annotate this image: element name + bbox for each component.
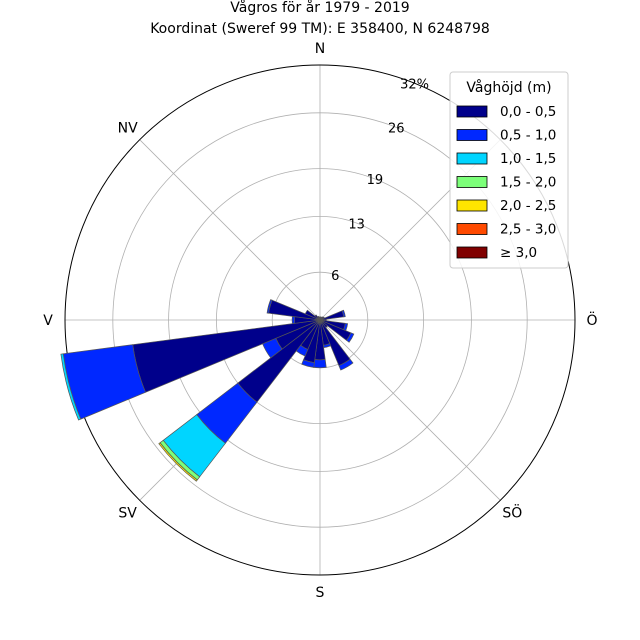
legend-title: Våghöjd (m): [466, 79, 551, 96]
legend-swatch-4: [456, 199, 488, 212]
direction-label-0: N: [315, 41, 325, 57]
legend-swatch-1: [456, 129, 488, 141]
chart-subtitle: Koordinat (Sweref 99 TM): E 358400, N 62…: [150, 21, 490, 37]
legend-swatch-3: [456, 176, 488, 188]
direction-label-3: V: [43, 313, 53, 329]
legend-label-6: ≥ 3,0: [500, 245, 537, 261]
legend-label-0: 0,0 - 0,5: [500, 104, 556, 120]
grid-spoke: [319, 319, 501, 501]
radial-tick-label-3: 26: [388, 122, 405, 137]
legend: Våghöjd (m) 0,0 - 0,5 0,5 - 1,0 1,0 - 1,5 1…: [449, 71, 569, 269]
direction-label-5: SÖ: [502, 503, 522, 521]
grid-spoke: [139, 139, 321, 321]
rose-sector-195-bin-1: [301, 359, 315, 368]
direction-label-4: NV: [118, 121, 138, 137]
legend-label-5: 2,5 - 3,0: [500, 222, 556, 238]
radial-tick-label-1: 13: [348, 217, 365, 232]
direction-label-1: Ö: [586, 311, 597, 329]
legend-swatch-5: [456, 223, 488, 235]
rose-sector-75-bin-0: [319, 310, 345, 321]
rose-sector-255-bin-2: [60, 353, 82, 421]
rose-sectors: [60, 299, 355, 482]
legend-label-3: 1,5 - 2,0: [500, 175, 556, 191]
legend-swatch-2: [456, 152, 488, 165]
legend-label-4: 2,0 - 2,5: [500, 198, 556, 214]
direction-label-6: SV: [118, 505, 137, 521]
legend-swatch-0: [456, 105, 488, 118]
rose-sector-270-bin-1: [291, 315, 296, 325]
radial-tick-label-2: 19: [367, 173, 384, 188]
radial-tick-label-0: 6: [331, 269, 339, 284]
chart-title: Vågros för år 1979 - 2019: [230, 0, 409, 16]
rose-sector-120-bin-1: [346, 332, 355, 343]
legend-box: [449, 71, 569, 269]
rose-sector-285-bin-1: [266, 299, 273, 314]
rose-sector-225-bin-4: [158, 442, 198, 482]
legend-label-1: 0,5 - 1,0: [500, 128, 556, 144]
legend-label-2: 1,0 - 1,5: [500, 151, 556, 167]
rose-sector-180-bin-1: [313, 359, 327, 369]
legend-swatch-6: [456, 246, 488, 259]
rose-sector-75-bin-1: [341, 309, 346, 318]
radial-tick-label-4: 32%: [400, 77, 429, 92]
rose-sector-150-bin-1: [338, 358, 354, 371]
outer-circle: [64, 64, 576, 576]
rose-sector-345-bin-0: [318, 316, 321, 321]
direction-label-2: S: [316, 585, 325, 601]
polar-grid: [64, 64, 576, 576]
